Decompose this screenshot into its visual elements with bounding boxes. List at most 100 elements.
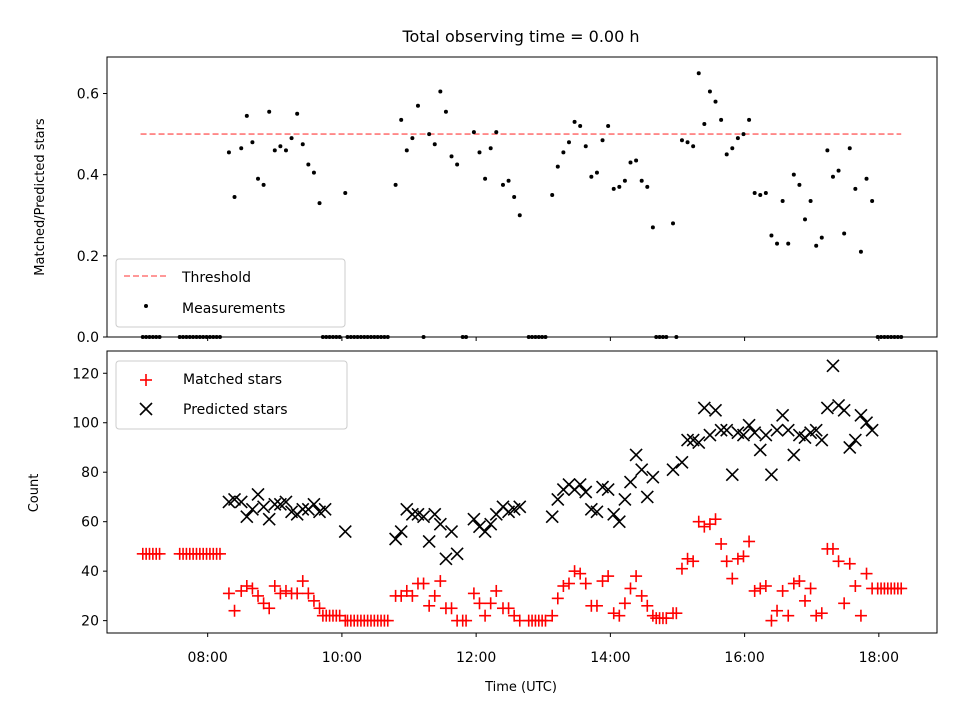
predicted-point <box>416 510 431 524</box>
measurement-point <box>730 146 735 151</box>
measurement-point <box>500 182 505 187</box>
predicted-point <box>764 468 779 482</box>
bottom-x-tick-label: 16:00 <box>724 650 764 666</box>
bottom-x-tick-label: 14:00 <box>590 650 630 666</box>
predicted-point <box>601 482 615 497</box>
matched-point <box>787 577 800 590</box>
measurement-point <box>483 176 488 181</box>
matched-point <box>445 602 458 615</box>
bottom-y-tick-label: 60 <box>81 515 99 531</box>
matched-point <box>235 584 248 597</box>
matched-point <box>557 580 570 592</box>
matched-point <box>681 552 694 565</box>
measurement-point <box>814 243 819 248</box>
measurement-point <box>650 225 655 230</box>
measurement-point <box>256 176 261 181</box>
predicted-point <box>720 423 734 437</box>
predicted-point <box>697 401 711 415</box>
predicted-point <box>257 500 271 514</box>
matched-point <box>296 575 309 588</box>
predicted-point <box>848 433 862 447</box>
matched-point <box>793 575 806 588</box>
measurement-point <box>752 190 757 195</box>
matched-point <box>568 565 581 578</box>
measurement-point <box>836 168 841 173</box>
measurement-point <box>611 186 616 191</box>
chart-title: Total observing time = 0.00 h <box>401 27 639 46</box>
top-panel: 0.0 0.2 0.4 0.6 Matched/Predicted stars Thr… <box>33 56 938 346</box>
matched-point <box>607 607 620 620</box>
matched-point <box>228 604 241 617</box>
legend-matched-swatch <box>140 374 152 386</box>
measurement-point <box>477 150 482 155</box>
top-axes-frame <box>106 56 938 338</box>
predicted-point <box>227 492 242 506</box>
measurement-point <box>289 136 294 141</box>
measurement-point <box>606 123 611 128</box>
matched-point <box>539 614 552 627</box>
matched-point <box>467 587 480 600</box>
predicted-point <box>573 478 587 492</box>
matched-point <box>546 609 559 622</box>
measurement-point <box>853 186 858 191</box>
top-y-axis-label: Matched/Predicted stars <box>33 118 48 276</box>
measurement-point <box>317 201 322 206</box>
matched-point <box>743 535 756 548</box>
matched-point <box>641 599 654 612</box>
measurement-point <box>566 140 571 145</box>
matched-point <box>618 597 631 610</box>
predicted-point <box>753 443 767 457</box>
matched-point <box>302 587 315 600</box>
legend-threshold-label: Threshold <box>181 270 251 286</box>
predicted-point <box>590 505 604 519</box>
matched-point <box>731 552 744 565</box>
predicted-point <box>428 507 442 521</box>
measurement-point <box>572 119 577 124</box>
measurement-point <box>775 241 780 246</box>
matched-point <box>854 609 867 622</box>
measurement-point <box>506 178 511 183</box>
measurement-point <box>724 152 729 157</box>
measurement-point <box>578 123 583 128</box>
matched-point <box>240 580 253 592</box>
bottom-y-tick-label: 100 <box>72 416 99 432</box>
measurement-point <box>311 170 316 175</box>
measurement-point <box>707 89 712 94</box>
measurement-point <box>747 117 752 122</box>
matched-point <box>590 599 603 612</box>
matched-point <box>490 584 503 597</box>
predicted-point <box>854 408 868 422</box>
predicted-point <box>748 426 762 440</box>
measurement-point <box>295 111 300 116</box>
predicted-point <box>776 408 790 422</box>
predicted-point <box>478 525 492 539</box>
predicted-point <box>787 448 801 462</box>
predicted-point <box>318 502 332 516</box>
measurement-point <box>825 148 830 153</box>
matched-point <box>810 609 823 622</box>
matched-point <box>703 518 716 531</box>
measurement-point <box>808 199 813 204</box>
matched-point <box>804 582 817 595</box>
matched-point <box>624 582 637 595</box>
predicted-point <box>859 416 874 430</box>
predicted-point <box>545 510 559 524</box>
measurement-point <box>741 132 746 137</box>
matched-point <box>838 597 851 610</box>
measurement-point <box>488 146 493 151</box>
matched-point <box>895 582 908 595</box>
measurement-point <box>600 138 605 143</box>
predicted-point <box>338 525 352 539</box>
predicted-point <box>240 510 254 524</box>
matched-point <box>860 567 873 580</box>
matched-point <box>395 589 408 602</box>
matched-point <box>333 609 346 622</box>
predicted-point <box>607 507 621 521</box>
bottom-y-tick-label: 80 <box>81 465 99 481</box>
bottom-x-axis-label: Time (UTC) <box>484 680 557 695</box>
matched-point <box>826 542 839 555</box>
matched-point <box>765 614 778 627</box>
measurement-point <box>786 241 791 246</box>
matched-point <box>602 570 615 583</box>
measurement-point <box>471 130 476 135</box>
